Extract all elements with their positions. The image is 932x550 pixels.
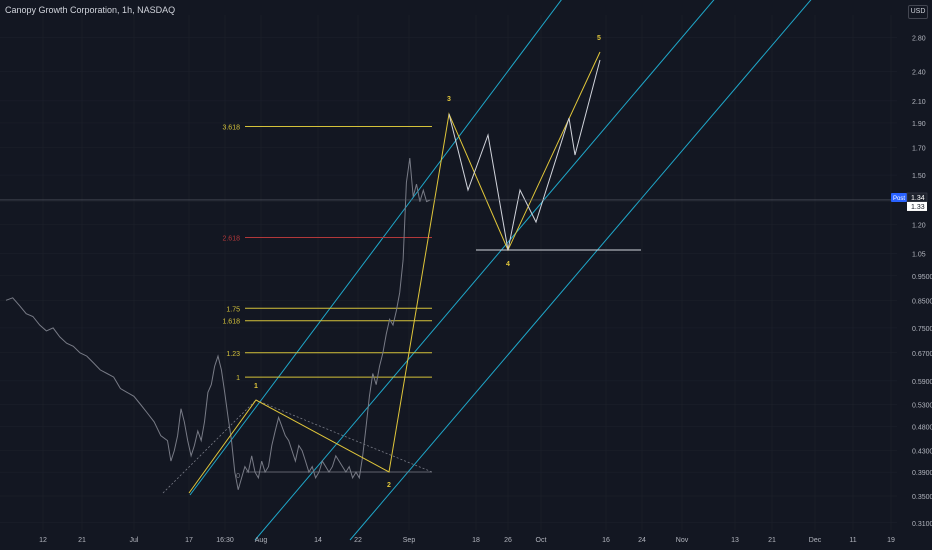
y-axis-tick-label: 1.50 xyxy=(912,173,926,180)
y-axis-tick-label: 0.7500 xyxy=(912,326,932,333)
elliott-wave-path xyxy=(188,51,601,494)
y-axis-tick-label: 0.6700 xyxy=(912,351,932,358)
y-axis-tick-label: 0.8500 xyxy=(912,298,932,305)
y-axis-tick-label: 2.80 xyxy=(912,35,926,42)
y-axis-tick-label: 1.70 xyxy=(912,145,926,152)
post-badge-label: Post xyxy=(893,196,905,202)
x-axis-tick-label: Oct xyxy=(536,537,547,544)
x-axis-tick-label: 13 xyxy=(731,537,739,544)
elliott-wave-label: 4 xyxy=(506,261,510,268)
price-line xyxy=(5,158,431,490)
y-axis-tick-label: 0.5300 xyxy=(912,403,932,410)
y-axis-tick-label: 0.9500 xyxy=(912,274,932,281)
elliott-wave-label: 1 xyxy=(254,383,258,390)
fib-level-label: 1.618 xyxy=(222,319,240,326)
x-axis-tick-label: 16 xyxy=(602,537,610,544)
y-axis-tick-label: 1.90 xyxy=(912,121,926,128)
chart-title: Canopy Growth Corporation, 1h, NASDAQ xyxy=(5,5,176,15)
x-axis-tick-label: Nov xyxy=(676,537,689,544)
y-axis-tick-label: 0.3100 xyxy=(912,521,932,528)
close-badge-label: 1.33 xyxy=(911,204,925,211)
close-badge xyxy=(907,201,927,211)
x-axis-tick-label: Dec xyxy=(809,537,822,544)
fib-level-label: 1.23 xyxy=(226,351,240,358)
x-axis-tick-label: 16:30 xyxy=(216,537,234,544)
fib-level-label: 1 xyxy=(236,375,240,382)
x-axis-tick-label: 19 xyxy=(887,537,895,544)
y-axis-tick-label: 0.4300 xyxy=(912,449,932,456)
y-axis-tick-label: 1.20 xyxy=(912,222,926,229)
x-axis-tick-label: 24 xyxy=(638,537,646,544)
x-axis-tick-label: 14 xyxy=(314,537,322,544)
y-axis-tick-label: 0.3900 xyxy=(912,470,932,477)
elliott-wave-label: 3 xyxy=(447,96,451,103)
fib-level-label: 2.618 xyxy=(222,236,240,243)
fib-level-label: 0 xyxy=(236,473,240,480)
x-axis-tick-label: 12 xyxy=(39,537,47,544)
elliott-wave-label: 2 xyxy=(387,482,391,489)
price-badge-label: 1.34 xyxy=(911,195,925,202)
channel-line xyxy=(349,0,812,541)
x-axis-tick-label: 22 xyxy=(354,537,362,544)
y-axis-tick-label: 1.05 xyxy=(912,252,926,259)
x-axis-tick-label: 26 xyxy=(504,537,512,544)
dotted-trend-line xyxy=(162,399,257,494)
channel-line xyxy=(254,0,715,541)
channel-line xyxy=(189,0,562,496)
x-axis-tick-label: Jul xyxy=(130,537,139,544)
x-axis-tick-label: Sep xyxy=(403,537,416,544)
x-axis-tick-label: 11 xyxy=(849,537,856,544)
x-axis-tick-label: 18 xyxy=(472,537,480,544)
y-axis-tick-label: 2.40 xyxy=(912,69,926,76)
x-axis-tick-label: Aug xyxy=(255,537,268,544)
x-axis-tick-label: 21 xyxy=(768,537,776,544)
projection-path xyxy=(448,59,601,251)
elliott-wave-label: 5 xyxy=(597,35,601,42)
currency-button[interactable]: USD xyxy=(908,5,928,19)
post-badge xyxy=(891,192,907,202)
y-axis-tick-label: 2.10 xyxy=(912,99,926,106)
x-axis-tick-label: 17 xyxy=(185,537,193,544)
y-axis-tick-label: 0.4800 xyxy=(912,424,932,431)
fib-level-label: 1.75 xyxy=(226,306,240,313)
y-axis-tick-label: 0.5900 xyxy=(912,379,932,386)
fib-level-label: 3.618 xyxy=(222,124,240,131)
y-axis-tick-label: 0.3500 xyxy=(912,494,932,501)
x-axis-tick-label: 21 xyxy=(78,537,86,544)
